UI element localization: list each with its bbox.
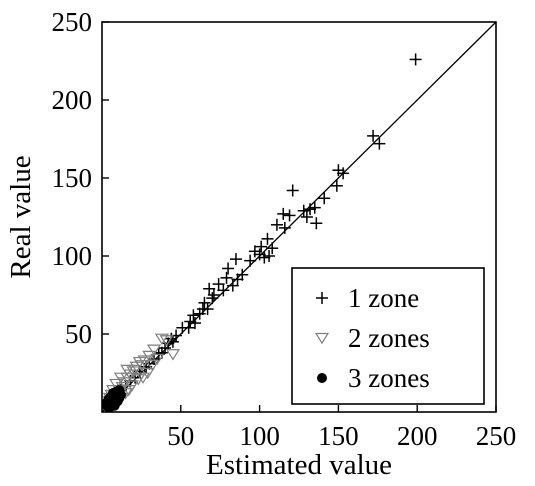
data-point [277,207,290,220]
data-point [318,192,331,205]
data-point [222,262,235,275]
data-point [165,349,181,361]
data-point [206,292,219,305]
x-tick-label: 50 [167,421,194,451]
data-point [146,344,162,356]
data-point [198,296,211,309]
data-point [300,211,313,223]
y-tick-label: 150 [52,163,93,193]
y-tick-label: 200 [52,85,93,115]
data-point [135,372,151,384]
legend-item-2: 2 zones [314,323,430,353]
data-point [226,279,239,292]
data-point [229,253,242,266]
x-tick-label: 200 [397,421,438,451]
data-point [207,289,220,301]
data-point [310,217,323,230]
data-point [278,221,291,234]
y-axis: 50 100 150 200 250 [52,7,109,349]
data-point [104,392,115,403]
plot-frame [101,21,497,413]
x-tick-label: 100 [239,421,280,451]
data-point [128,364,143,377]
legend-item-1: 1 zone [316,283,419,313]
x-tick-label: 250 [476,421,517,451]
data-point [231,273,244,286]
data-point [109,378,124,391]
y-axis-label: Real value [5,155,37,278]
data-point [286,184,299,197]
legend-marker [316,292,328,304]
data-point [203,282,216,295]
data-point [248,245,261,258]
data-point [176,321,189,334]
legend-marker [317,373,327,383]
data-point [258,251,271,264]
data-point [261,232,274,245]
data-point [283,209,296,222]
data-point [304,203,317,216]
data-point [297,204,310,217]
legend: 1 zone 2 zones 3 zones [291,267,485,405]
data-point [150,353,165,366]
legend-marker [314,332,330,345]
series-3 [101,385,126,413]
data-point [187,309,200,322]
y-tick-label: 50 [65,319,92,349]
legend-label: 1 zone [348,283,419,313]
y-tick-label: 250 [52,7,93,37]
data-point [113,372,128,384]
legend-item-3: 3 zones [317,363,430,393]
data-point [196,303,209,316]
data-point [121,385,136,397]
legend-label: 3 zones [348,363,430,393]
data-point [330,179,343,192]
y-tick-label: 100 [52,241,93,271]
data-point [114,385,125,396]
data-point [367,129,380,142]
data-point [154,333,169,345]
data-point [337,167,350,180]
data-point [266,242,279,255]
data-point [217,284,230,297]
legend-label: 2 zones [348,323,430,353]
data-point [212,278,225,291]
data-point [255,240,268,253]
series-layer [101,53,422,413]
data-point [220,271,233,284]
data-point [184,315,197,328]
data-point [120,364,135,377]
data-point [112,396,123,407]
x-axis-label: Estimated value [206,449,392,481]
x-axis: 50 100 150 200 250 [167,405,516,451]
x-tick-label: 150 [318,421,359,451]
data-point [373,137,386,150]
data-point [244,254,257,267]
data-point [145,360,160,372]
data-point [132,356,147,369]
data-point [409,53,422,66]
data-point [270,218,283,231]
